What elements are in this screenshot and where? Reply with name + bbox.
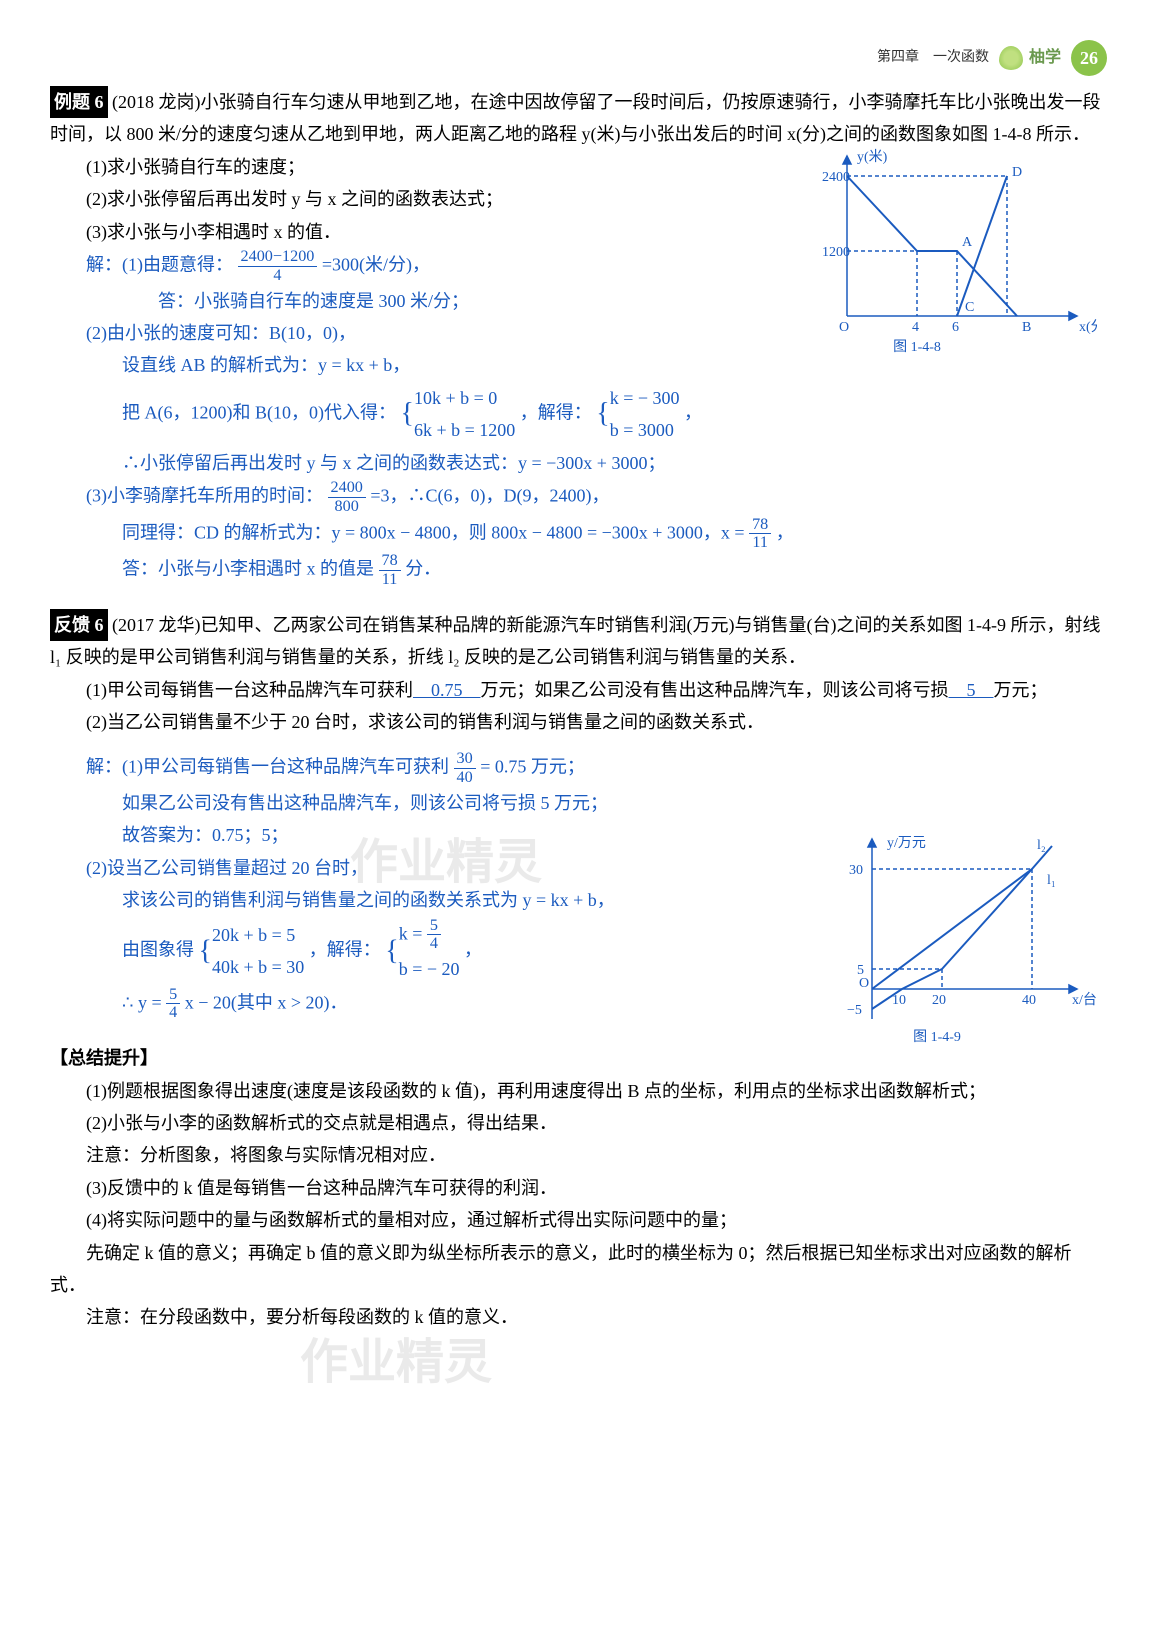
y-tick-30: 30 — [849, 863, 863, 878]
feedback-6-text: 已知甲、乙两家公司在销售某种品牌的新能源汽车时销售利润(万元)与销售量(台)之间… — [50, 615, 1100, 667]
summary-p2: (2)小张与小李的函数解析式的交点就是相遇点，得出结果． — [50, 1107, 1107, 1139]
blank-2: 5 — [949, 680, 994, 700]
figure-1-4-8: 2400 1200 y(米) x(分) 4 6 O A B C D 图 1-4-… — [817, 146, 1097, 356]
x-tick-20: 20 — [932, 993, 946, 1008]
page-number-badge: 26 — [1071, 40, 1107, 76]
y-axis-label: y(米) — [857, 149, 888, 165]
problem-6-text: 小张骑自行车匀速从甲地到乙地，在途中因故停留了一段时间后，仍按原速骑行，小李骑摩… — [50, 92, 1101, 144]
x-tick-10: 10 — [892, 993, 906, 1008]
logo-text: 柚学 — [1029, 44, 1061, 73]
summary-p4: (4)将实际问题中的量与函数解析式的量相对应，通过解析式得出实际问题中的量； — [50, 1204, 1107, 1236]
feedback-6-body: 反馈 6 (2017 龙华)已知甲、乙两家公司在销售某种品牌的新能源汽车时销售利… — [50, 609, 1107, 674]
summary-section: 【总结提升】 (1)例题根据图象得出速度(速度是该段函数的 k 值)，再利用速度… — [50, 1042, 1107, 1334]
point-A: A — [962, 235, 973, 250]
x-axis-label: x/台 — [1072, 992, 1097, 1008]
problem-6: 2400 1200 y(米) x(分) 4 6 O A B C D 图 1-4-… — [50, 86, 1107, 589]
figure-caption: 图 1-4-9 — [913, 1030, 961, 1045]
summary-note2: 注意：在分段函数中，要分析每段函数的 k 值的意义． — [50, 1301, 1107, 1333]
feedback-6: y/万元 x/台 30 5 −5 O 10 20 40 l₁ l₂ 图 1-4-… — [50, 609, 1107, 1022]
x-tick-6: 6 — [952, 320, 959, 335]
feedback-6-label: 反馈 6 — [50, 609, 108, 641]
feedback-6-q2: (2)当乙公司销售量不少于 20 台时，求该公司的销售利润与销售量之间的函数关系… — [50, 706, 1107, 738]
chapter-label: 第四章 一次函数 — [877, 45, 989, 70]
problem-6-label: 例题 6 — [50, 86, 108, 118]
y-tick-2400: 2400 — [822, 170, 850, 185]
figure-1-4-9: y/万元 x/台 30 5 −5 O 10 20 40 l₁ l₂ 图 1-4-… — [837, 829, 1097, 1049]
feedback-6-q1: (1)甲公司每销售一台这种品牌汽车可获利 0.75 万元；如果乙公司没有售出这种… — [50, 674, 1107, 706]
sol2-conclusion: ∴小张停留后再出发时 y 与 x 之间的函数表达式：y = −300x + 30… — [50, 447, 1107, 479]
sol2-line3: 把 A(6，1200)和 B(10，0)代入得： {10k + b = 06k … — [50, 382, 1107, 447]
origin-O: O — [859, 976, 869, 991]
leaf-icon — [999, 46, 1023, 70]
sol3-line2: 同理得：CD 的解析式为：y = 800x − 4800，则 800x − 48… — [50, 516, 1107, 553]
figure-caption: 图 1-4-8 — [893, 340, 941, 355]
y-axis-label: y/万元 — [887, 836, 926, 851]
problem-6-source: (2018 龙岗) — [112, 92, 201, 112]
summary-p5: 先确定 k 值的意义；再确定 b 值的意义即为纵坐标所表示的意义，此时的横坐标为… — [50, 1237, 1107, 1302]
logo: 柚学 — [999, 44, 1061, 73]
summary-p1: (1)例题根据图象得出速度(速度是该段函数的 k 值)，再利用速度得出 B 点的… — [50, 1075, 1107, 1107]
x-tick-40: 40 — [1022, 993, 1036, 1008]
x-tick-4: 4 — [912, 320, 919, 335]
fb-sol1-line1: 解：(1)甲公司每销售一台这种品牌汽车可获利 3040 = 0.75 万元； — [50, 750, 1107, 787]
point-C: C — [965, 300, 974, 315]
summary-p3: (3)反馈中的 k 值是每销售一台这种品牌汽车可获得的利润． — [50, 1172, 1107, 1204]
page-header: 第四章 一次函数 柚学 26 — [50, 40, 1107, 76]
sol3-line1: (3)小李骑摩托车所用的时间： 2400800 =3，∴C(6，0)，D(9，2… — [50, 479, 1107, 516]
blank-1: 0.75 — [413, 680, 481, 700]
point-B: B — [1022, 320, 1031, 335]
line-l1: l₁ — [1047, 873, 1056, 888]
origin-O: O — [839, 320, 849, 335]
summary-note1: 注意：分析图象，将图象与实际情况相对应． — [50, 1139, 1107, 1171]
x-axis-label: x(分) — [1079, 319, 1097, 335]
y-neg5: −5 — [847, 1003, 862, 1018]
line-l2: l₂ — [1037, 838, 1046, 853]
sol3-answer: 答：小张与小李相遇时 x 的值是 7811 分． — [50, 552, 1107, 589]
feedback-6-source: (2017 龙华) — [112, 615, 201, 635]
y-tick-1200: 1200 — [822, 245, 850, 260]
problem-6-body: 例题 6 (2018 龙岗)小张骑自行车匀速从甲地到乙地，在途中因故停留了一段时… — [50, 86, 1107, 151]
fb-sol1-line2: 如果乙公司没有售出这种品牌汽车，则该公司将亏损 5 万元； — [50, 787, 1107, 819]
point-D: D — [1012, 165, 1022, 180]
